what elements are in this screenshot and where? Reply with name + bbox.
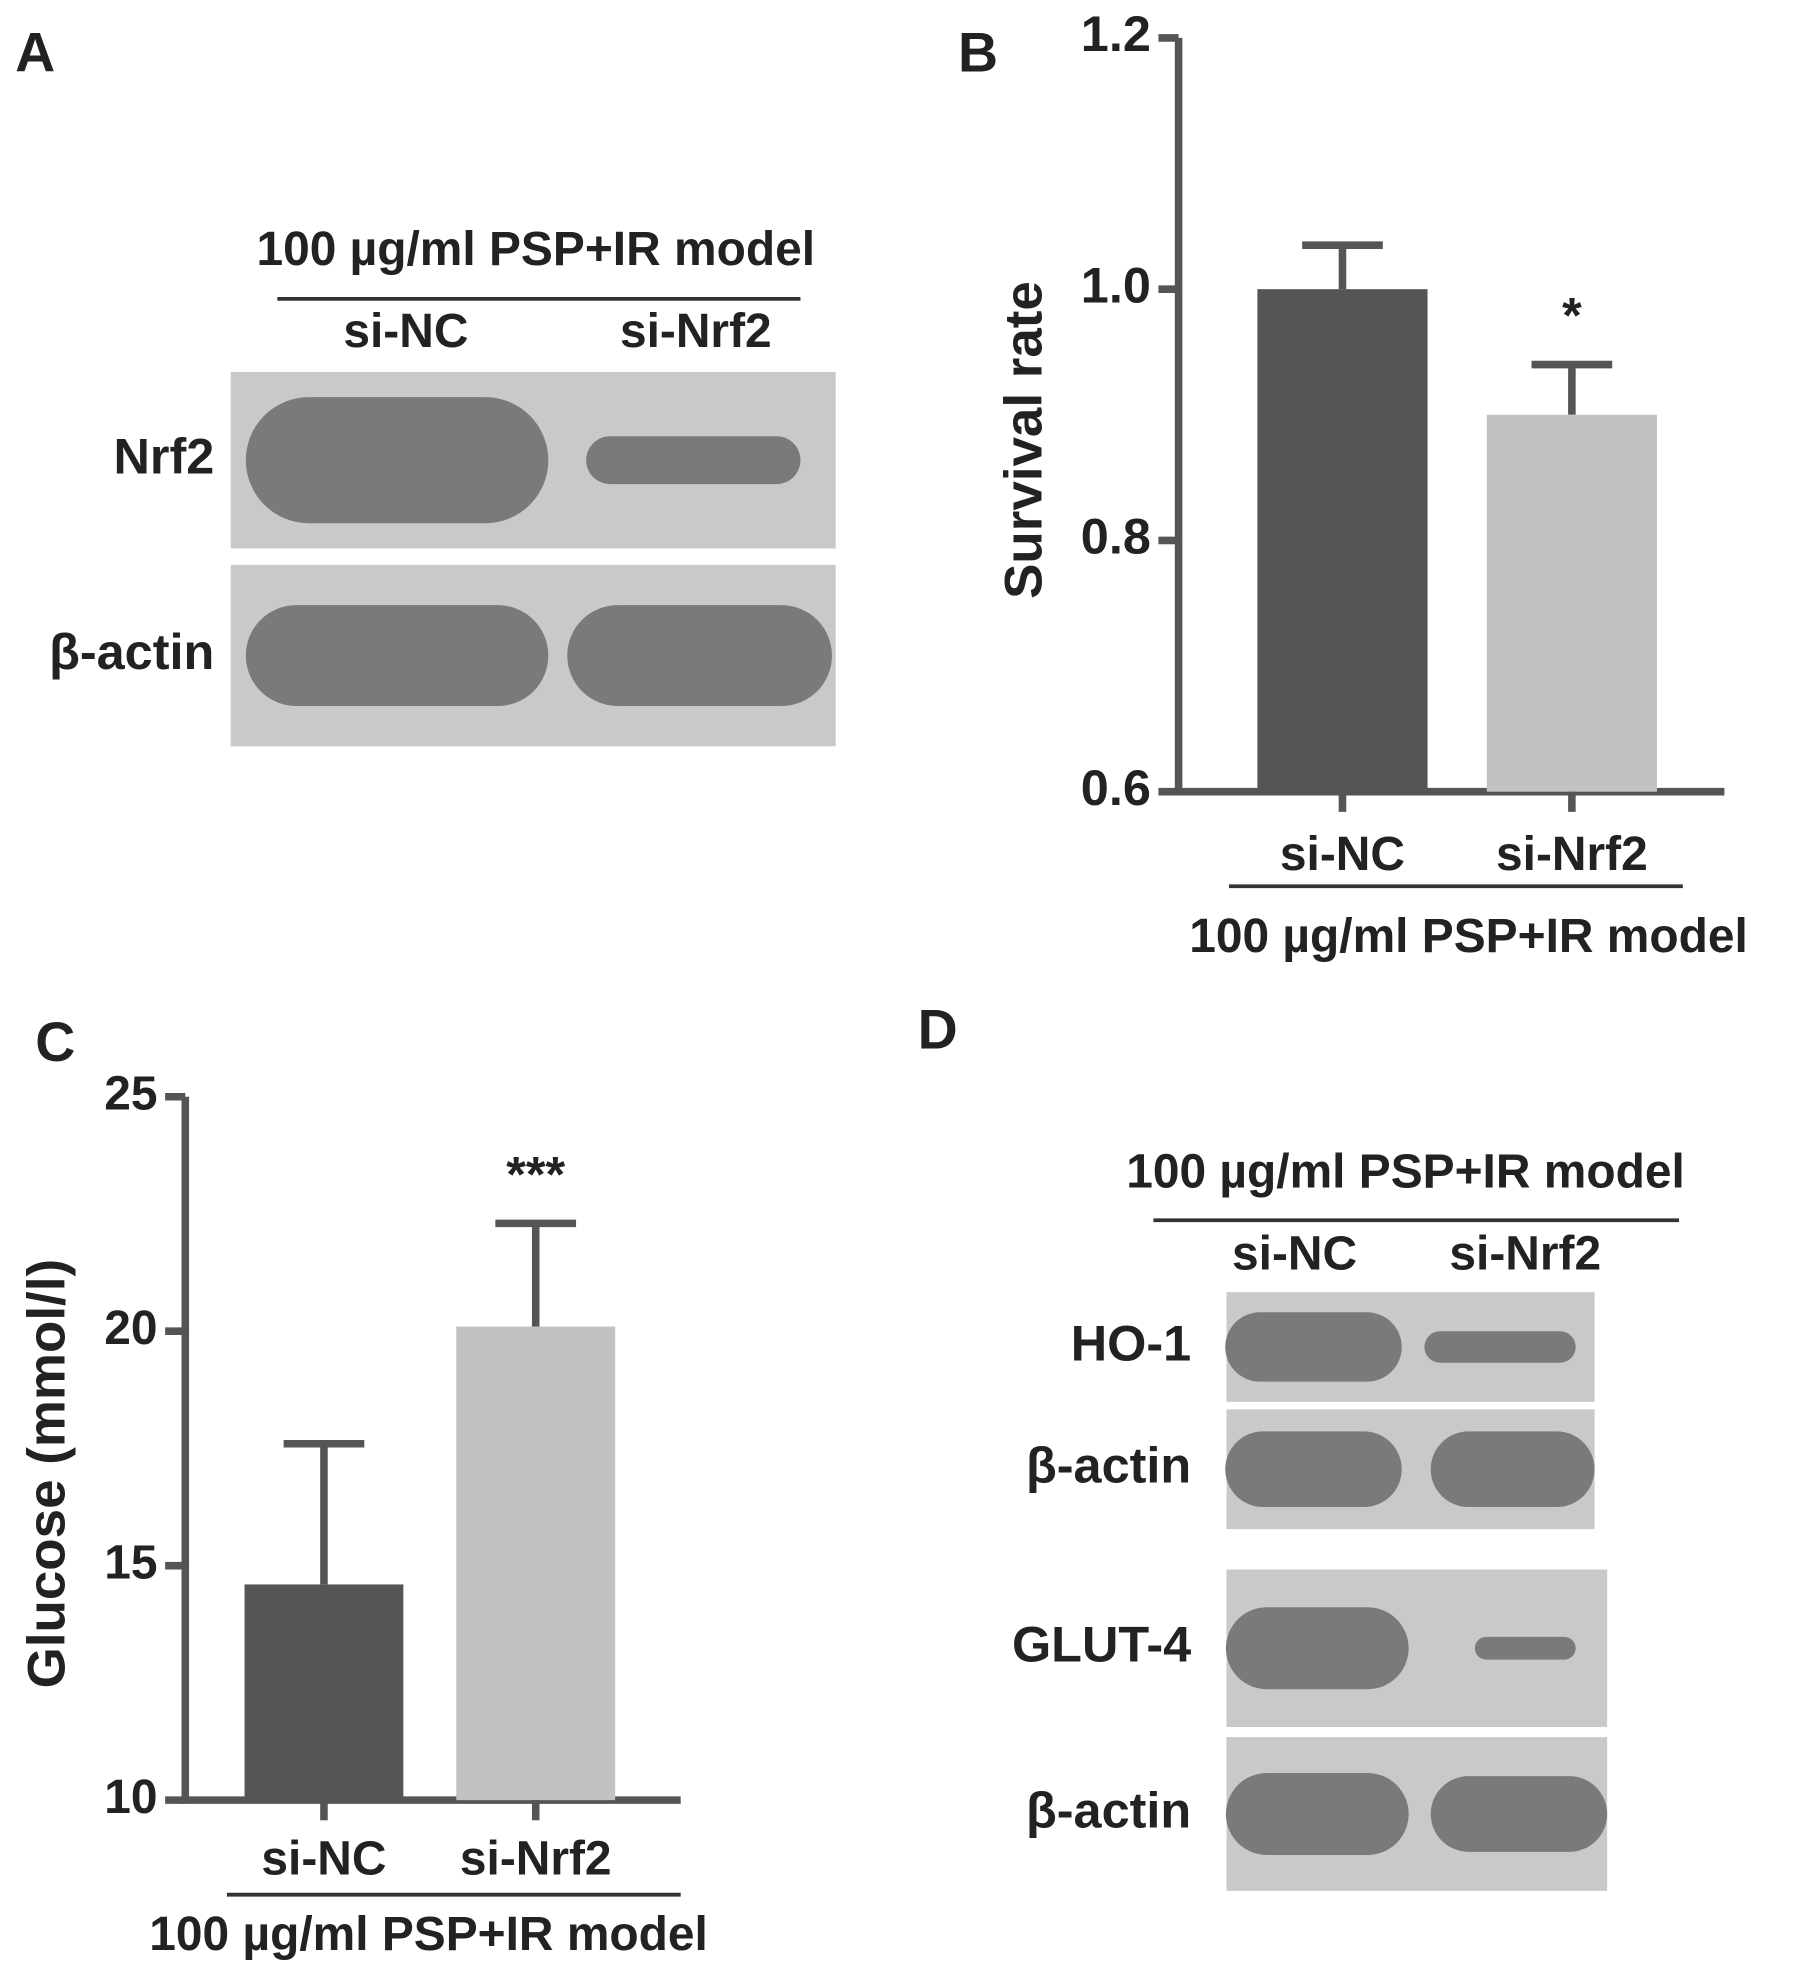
group-label: 100 µg/ml PSP+IR model [149,1908,708,1961]
blot-band [567,605,832,706]
blot-band [1225,1431,1402,1508]
blot-band [1225,1773,1409,1855]
blot-row-label: Nrf2 [113,427,214,484]
panel-letter: C [35,1011,75,1073]
panel-letter: B [958,21,998,83]
bar [244,1584,404,1801]
y-tick-label: 0.8 [1081,508,1151,565]
panel-letter: A [15,21,55,83]
blot-band [245,397,549,524]
bar [1486,414,1657,792]
y-tick-label: 25 [104,1067,157,1120]
x-tick-label: si-Nrf2 [1496,828,1648,881]
y-tick-label: 20 [104,1302,157,1355]
blot-row-label: HO-1 [1071,1314,1191,1371]
y-tick-label: 0.6 [1081,759,1151,816]
blot-band [1225,1607,1409,1690]
y-axis-label: Glucose (mmol/l) [17,1259,76,1688]
blot-band [1430,1431,1595,1508]
bar [456,1326,616,1801]
panel-letter: D [918,998,958,1060]
blot-row-label: β-actin [1026,1781,1191,1838]
x-tick-label: si-NC [1280,828,1405,881]
bar [1257,289,1428,792]
lane-label: si-NC [343,305,468,358]
lane-label: si-NC [1232,1227,1357,1280]
x-tick-label: si-Nrf2 [460,1833,612,1886]
group-label: 100 µg/ml PSP+IR model [1189,910,1748,963]
blot-row-label: β-actin [1026,1437,1191,1494]
x-tick-label: si-NC [261,1833,386,1886]
lane-label: si-Nrf2 [620,305,772,358]
y-tick-label: 1.2 [1081,5,1151,62]
blot-band [245,605,549,706]
y-tick-label: 10 [104,1771,157,1824]
significance-label: *** [506,1145,565,1202]
y-tick-label: 15 [104,1536,157,1589]
blot-band [586,436,801,485]
blot-band [1424,1331,1576,1363]
blot-band [1474,1636,1576,1660]
lane-label: si-Nrf2 [1449,1227,1601,1280]
blot-band [1225,1312,1402,1382]
blot-row-label: β-actin [49,623,214,680]
y-axis-label: Survival rate [994,281,1053,599]
significance-label: * [1562,286,1582,343]
y-tick-label: 1.0 [1081,256,1151,313]
blot-row-label: GLUT-4 [1012,1616,1191,1673]
blot-band [1430,1776,1608,1852]
group-label: 100 µg/ml PSP+IR model [1126,1146,1685,1199]
group-label: 100 µg/ml PSP+IR model [256,223,815,276]
